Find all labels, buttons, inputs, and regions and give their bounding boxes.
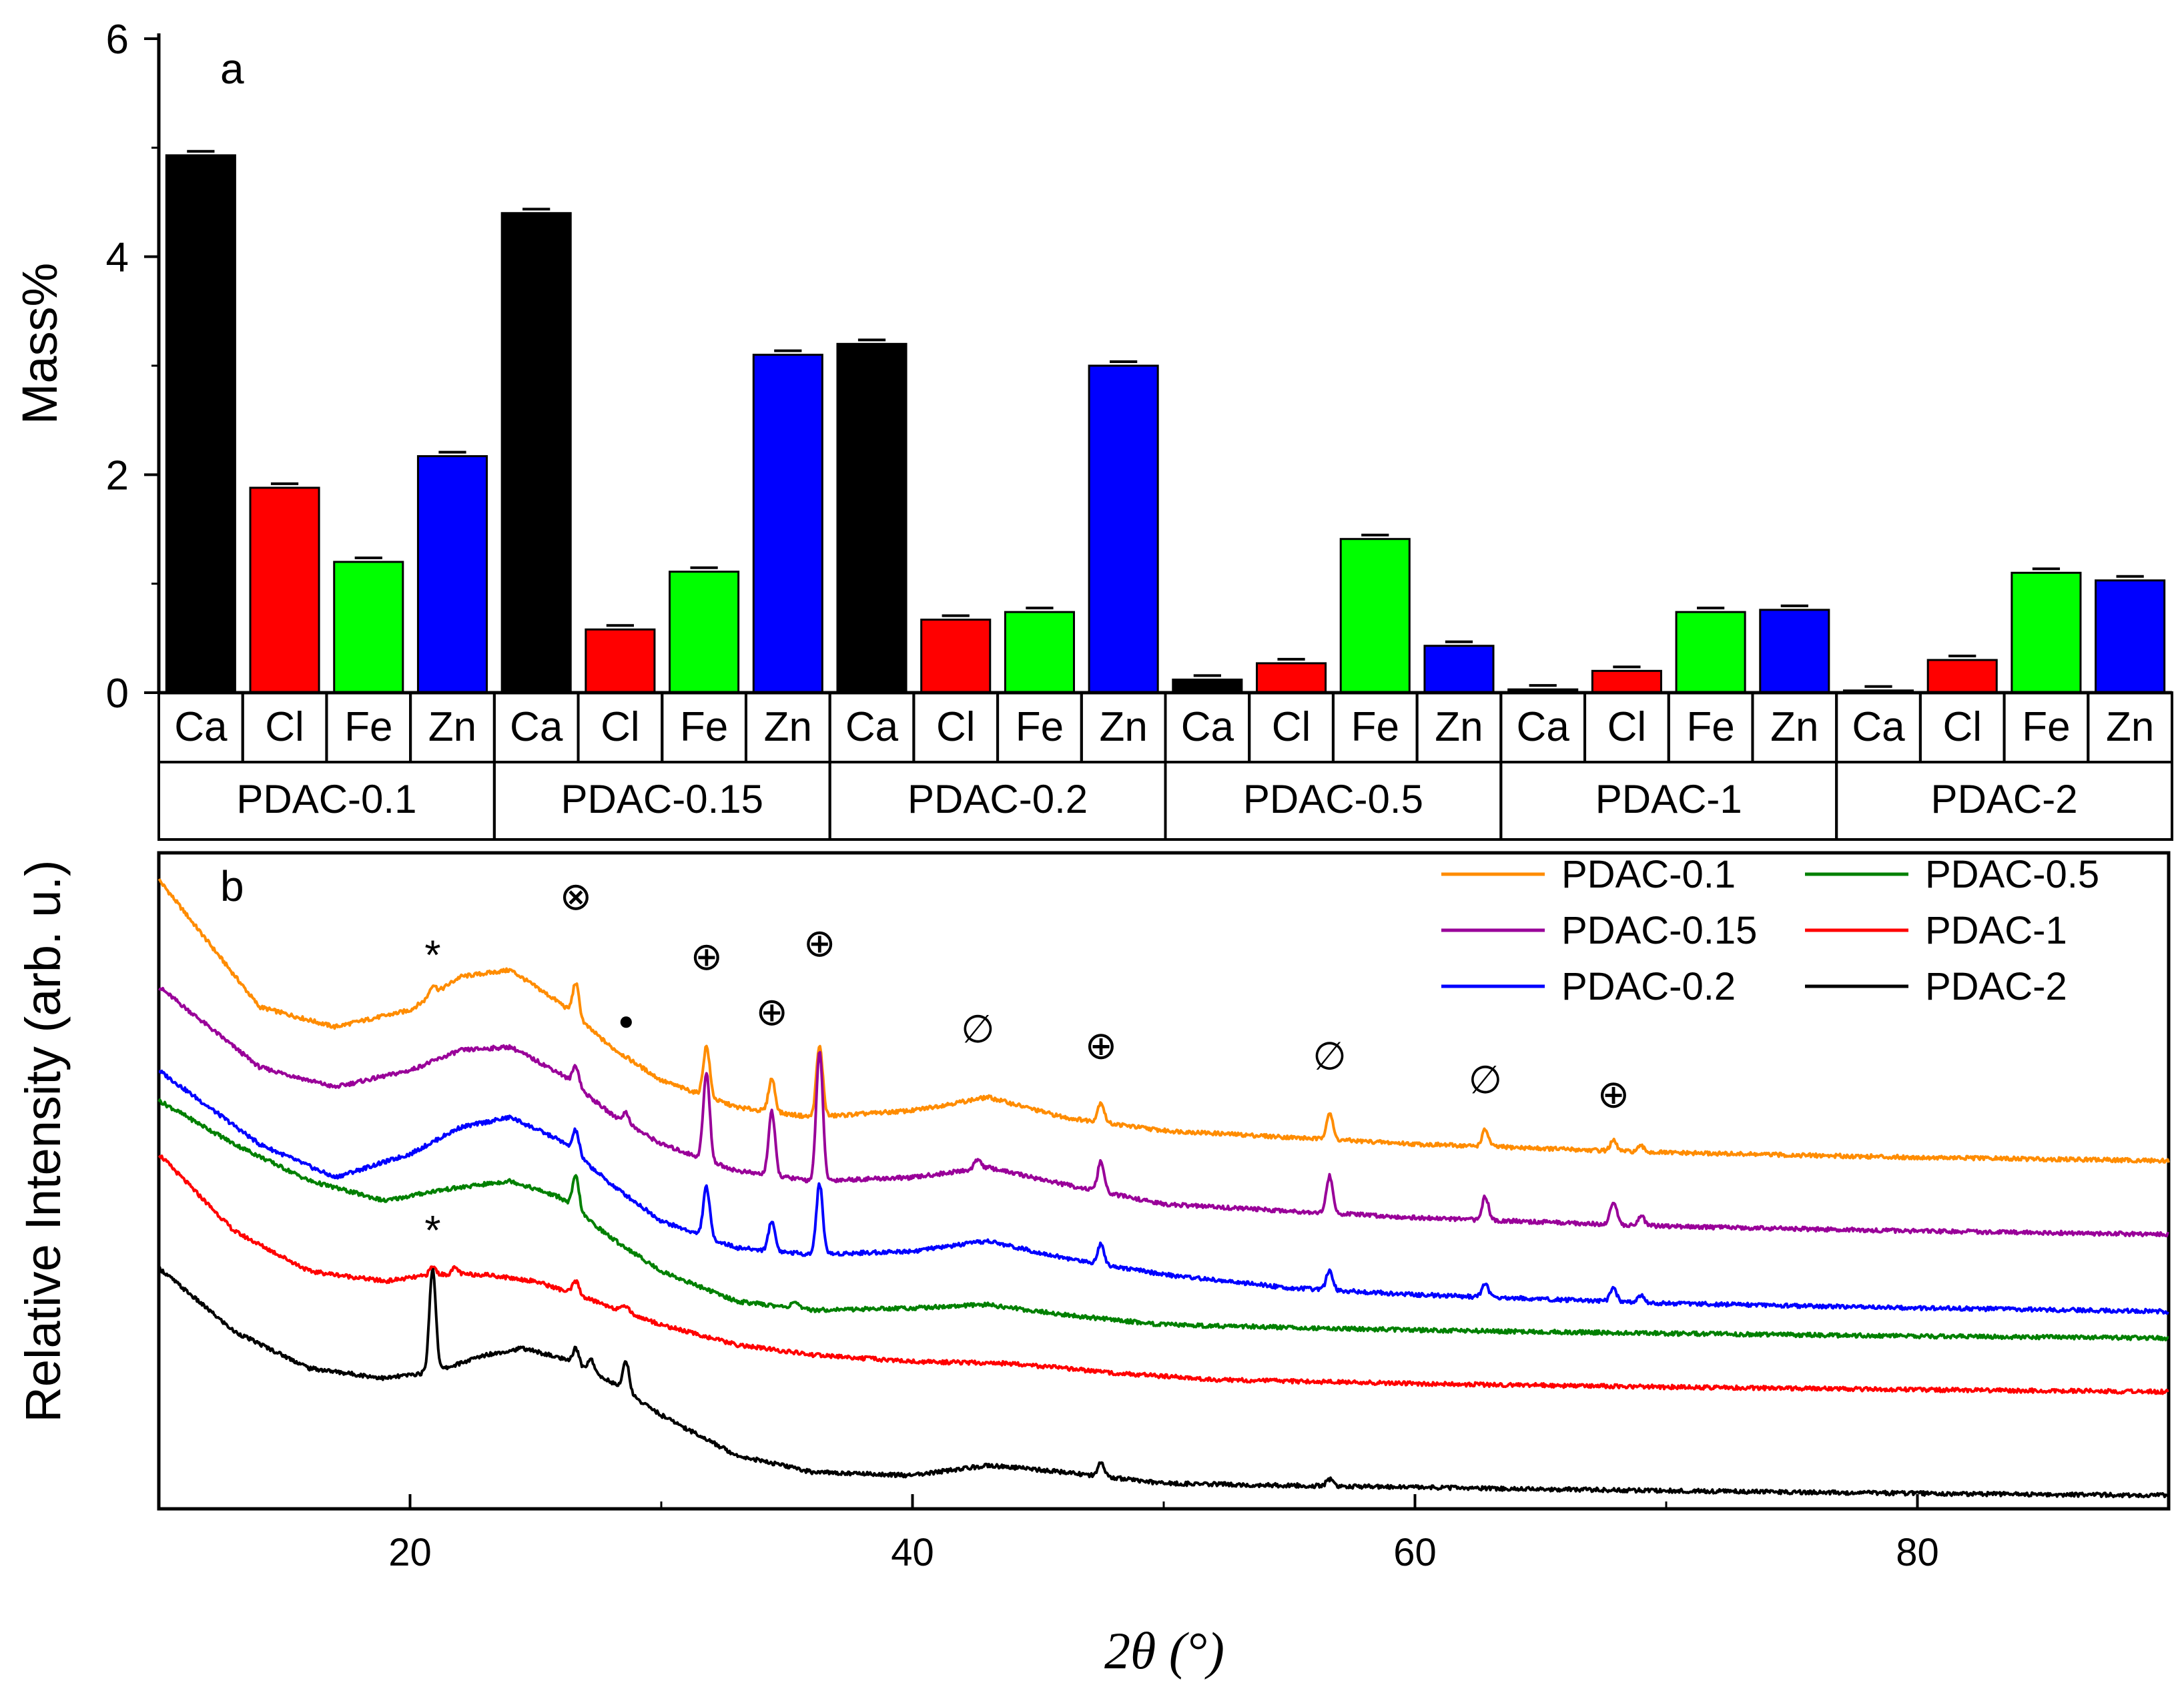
element-label: Zn: [428, 704, 476, 750]
element-label: Ca: [845, 704, 899, 750]
bar-PDAC-0.2-Fe: [1004, 611, 1075, 694]
series-line-PDAC-1: [157, 1154, 2169, 1395]
panel-b-line-chart: b Relative Intensity (arb. u.) * ⊗ ● ⊕ ⊕ ⊕ ∅ ⊕ ∅…: [15, 851, 2171, 1680]
element-label: Ca: [1852, 704, 1905, 750]
peak-marker: ∅: [1469, 1058, 1503, 1102]
legend-label: PDAC-0.15: [1561, 909, 1757, 952]
series-line-PDAC-0.2: [158, 1069, 2169, 1315]
bar-PDAC-0.5-Fe: [1339, 538, 1411, 694]
bar-PDAC-0.15-Fe: [669, 571, 740, 694]
panel-b-x-axis-label: 2θ (°): [1104, 1622, 1224, 1680]
element-label: Cl: [601, 704, 640, 750]
element-label: Cl: [936, 704, 976, 750]
element-label: Zn: [764, 704, 812, 750]
peak-marker: ⊕: [1597, 1073, 1630, 1116]
y-tick-label: 0: [106, 671, 129, 717]
element-label: Zn: [2106, 704, 2154, 750]
peak-marker: *: [424, 1208, 440, 1254]
bar-PDAC-0.1-Cl: [249, 486, 320, 694]
group-cell: [1835, 761, 2174, 841]
element-label: Ca: [1517, 704, 1570, 750]
panel-b-y-axis-label: Relative Intensity (arb. u.): [15, 860, 71, 1422]
element-label: Cl: [1942, 704, 1982, 750]
element-label: Cl: [265, 704, 304, 750]
group-label: PDAC-1: [1595, 777, 1742, 821]
group-label: PDAC-0.2: [907, 777, 1088, 821]
bar-PDAC-2-Cl: [1926, 659, 1998, 694]
bar-PDAC-0.15-Ca: [500, 212, 572, 694]
element-label: Fe: [1016, 704, 1064, 750]
group-label: PDAC-0.5: [1243, 777, 1423, 821]
bar-PDAC-0.1-Ca: [165, 154, 236, 694]
element-label: Ca: [510, 704, 563, 750]
element-label: Fe: [1351, 704, 1399, 750]
element-label: Zn: [1099, 704, 1147, 750]
x-tick-label: 20: [388, 1531, 432, 1574]
panel-a-y-axis-label: Mass%: [12, 263, 67, 425]
legend-label: PDAC-1: [1925, 909, 2067, 952]
element-label: Zn: [1435, 704, 1483, 750]
bar-PDAC-0.5-Cl: [1256, 662, 1327, 694]
bar-PDAC-0.5-Zn: [1423, 645, 1495, 694]
peak-marker: ∅: [961, 1008, 995, 1051]
peak-marker: ⊕: [755, 990, 788, 1034]
bar-PDAC-0.15-Zn: [752, 354, 823, 694]
bar-PDAC-2-Fe: [2011, 571, 2082, 694]
y-tick-label: 4: [106, 235, 129, 281]
element-label: Zn: [1770, 704, 1818, 750]
bar-PDAC-0.2-Cl: [920, 619, 992, 694]
group-label: PDAC-0.15: [561, 777, 763, 821]
element-label: Fe: [2022, 704, 2070, 750]
element-label: Fe: [344, 704, 392, 750]
bar-PDAC-2-Zn: [2095, 579, 2166, 694]
legend-label: PDAC-0.1: [1561, 853, 1736, 896]
series-line-PDAC-0.15: [157, 986, 2169, 1238]
peak-marker: ∅: [1313, 1034, 1347, 1078]
group-label: PDAC-2: [1931, 777, 2078, 821]
series-line-PDAC-0.1: [157, 878, 2170, 1164]
element-label: Ca: [174, 704, 228, 750]
peak-marker: ⊗: [560, 875, 593, 918]
bar-PDAC-1-Cl: [1591, 669, 1662, 694]
legend-label: PDAC-0.2: [1561, 965, 1736, 1008]
element-label: Fe: [1686, 704, 1734, 750]
series-line-PDAC-0.5: [157, 1098, 2169, 1341]
legend-label: PDAC-0.5: [1925, 853, 2099, 896]
bar-PDAC-0.2-Zn: [1088, 364, 1159, 694]
bar-PDAC-0.1-Fe: [333, 561, 404, 694]
peak-marker: *: [424, 933, 440, 979]
bar-PDAC-0.1-Zn: [416, 455, 488, 694]
panel-b-frame: [157, 851, 2171, 1511]
y-tick-label: 2: [106, 452, 129, 498]
bar-PDAC-1-Fe: [1675, 611, 1746, 694]
series-line-PDAC-2: [157, 1265, 2170, 1499]
peak-marker: ●: [618, 1006, 634, 1036]
y-tick-label: 6: [106, 17, 129, 63]
element-label: Cl: [1272, 704, 1311, 750]
panel-a-label: a: [220, 45, 244, 93]
bar-PDAC-1-Zn: [1759, 609, 1830, 694]
x-tick-label: 80: [1896, 1531, 1939, 1574]
x-tick-label: 60: [1393, 1531, 1437, 1574]
bar-PDAC-0.5-Ca: [1172, 678, 1243, 694]
peak-marker: ⊕: [803, 922, 836, 965]
group-label: PDAC-0.1: [236, 777, 416, 821]
panel-b-label: b: [220, 862, 244, 910]
bar-PDAC-0.15-Cl: [585, 628, 656, 694]
x-tick-label: 40: [891, 1531, 934, 1574]
element-label: Ca: [1181, 704, 1234, 750]
legend-label: PDAC-2: [1925, 965, 2067, 1008]
peak-marker: ⊕: [1085, 1024, 1118, 1068]
element-label: Cl: [1607, 704, 1647, 750]
bar-PDAC-0.2-Ca: [836, 342, 907, 694]
peak-marker: ⊕: [690, 935, 723, 978]
element-label: Fe: [680, 704, 728, 750]
